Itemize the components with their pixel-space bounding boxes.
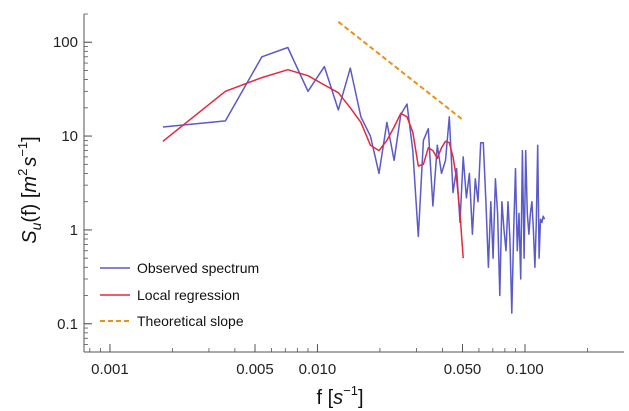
legend-label-theoretical: Theoretical slope — [137, 313, 244, 329]
y-axis-title: Su(f) [m2s−1] — [15, 136, 44, 243]
legend-label-regression: Local regression — [137, 287, 240, 303]
tick-labels: 0.001 0.005 0.010 0.050 0.100 0.1 1 10 100 — [53, 34, 544, 378]
y-tick-label: 100 — [53, 34, 78, 51]
y-tick-label: 0.1 — [57, 316, 78, 333]
legend-item-observed: Observed spectrum — [100, 260, 259, 276]
theoretical-slope-line — [337, 21, 464, 121]
plot-series — [162, 21, 546, 314]
local-regression-line — [162, 68, 464, 259]
y-tick-label: 10 — [61, 128, 78, 145]
x-tick-label: 0.001 — [91, 361, 129, 378]
y-tick-label: 1 — [70, 222, 78, 239]
x-axis-title: f [s−1] — [316, 383, 363, 409]
x-tick-label: 0.010 — [299, 361, 337, 378]
x-tick-label: 0.005 — [236, 361, 274, 378]
x-tick-label: 0.050 — [444, 361, 482, 378]
x-tick-label: 0.100 — [506, 361, 544, 378]
legend-item-regression: Local regression — [100, 287, 240, 303]
legend: Observed spectrum Local regression Theor… — [100, 260, 259, 329]
axes — [83, 13, 624, 353]
legend-item-theoretical: Theoretical slope — [100, 313, 244, 329]
legend-label-observed: Observed spectrum — [137, 260, 259, 276]
